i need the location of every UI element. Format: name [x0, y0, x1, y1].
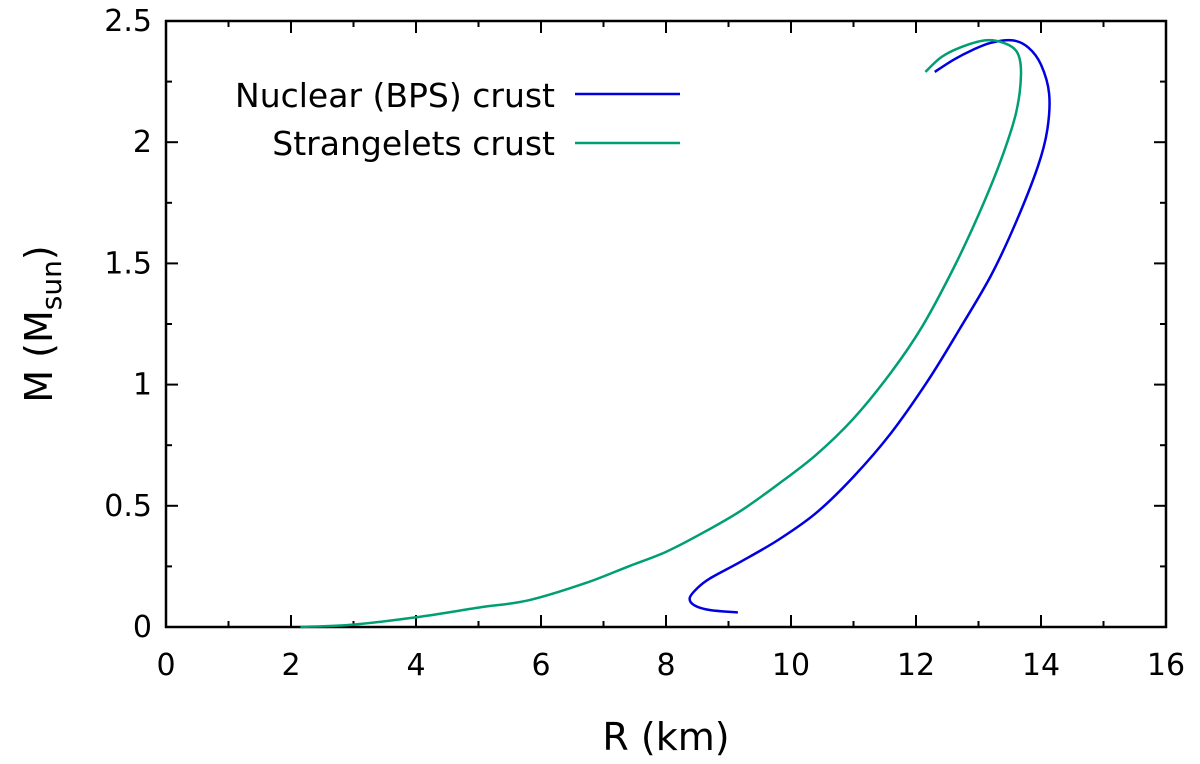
x-tick-label: 8 [656, 648, 675, 683]
y-tick-label: 2 [133, 125, 152, 160]
y-tick-labels: 0 0.5 1 1.5 2 2.5 [104, 4, 152, 645]
x-tick-label: 6 [531, 648, 550, 683]
x-tick-label: 14 [1022, 648, 1060, 683]
x-tick-label: 4 [406, 648, 425, 683]
y-tick-label: 1.5 [104, 246, 152, 281]
axis-ticks [165, 20, 1167, 628]
series-lines [300, 38, 1051, 629]
x-tick-label: 16 [1147, 648, 1185, 683]
series-line-nuclear-bps-crust [688, 38, 1051, 614]
y-tick-label: 0.5 [104, 489, 152, 524]
legend-label-nuclear: Nuclear (BPS) crust [235, 76, 555, 115]
y-axis-label: M (Msun) [17, 245, 68, 402]
y-tick-label: 2.5 [104, 4, 152, 39]
legend-label-strangelets: Strangelets crust [272, 124, 555, 163]
x-tick-labels: 0 2 4 6 8 10 12 14 16 [156, 648, 1185, 683]
x-tick-label: 10 [772, 648, 810, 683]
x-tick-label: 2 [281, 648, 300, 683]
x-tick-label: 0 [156, 648, 175, 683]
y-tick-label: 0 [133, 610, 152, 645]
x-axis-label: R (km) [602, 715, 729, 759]
x-tick-label: 12 [897, 648, 935, 683]
y-tick-label: 1 [133, 368, 152, 403]
legend: Nuclear (BPS) crust Strangelets crust [235, 76, 680, 163]
series-line-strangelets-crust [300, 38, 1023, 629]
